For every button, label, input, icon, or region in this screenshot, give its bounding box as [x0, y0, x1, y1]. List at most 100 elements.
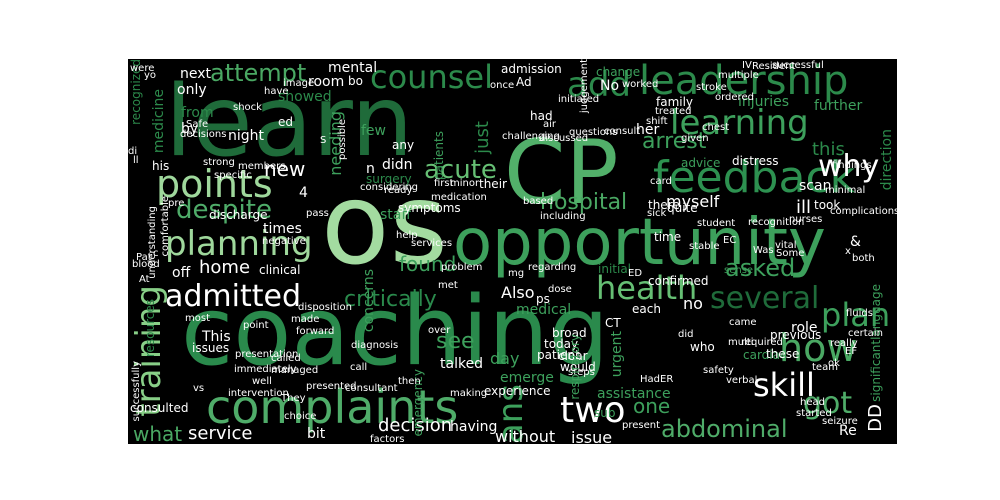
word-medication: medication [431, 192, 487, 203]
word-ef: EF [845, 346, 858, 357]
word-sub: sub [594, 406, 616, 420]
word-who: who [690, 340, 715, 354]
word-today: today [544, 337, 579, 351]
word-point: point [243, 320, 269, 331]
word-ordered: ordered [715, 92, 754, 103]
word-specific: specific [214, 170, 252, 181]
word-assistance: assistance [597, 386, 671, 402]
word-vital: vital [775, 240, 797, 251]
word-confirmed: confirmed [648, 274, 709, 288]
word-came: came [729, 317, 757, 328]
word-his: his [152, 159, 170, 173]
word-didn: didn [382, 157, 413, 173]
word-one: one [633, 394, 671, 418]
word-asked: asked [725, 254, 796, 282]
word-their: their [479, 177, 507, 191]
word-ed: ed [278, 115, 293, 129]
word-pat: Pat [136, 252, 152, 263]
word-time: time [654, 230, 682, 244]
word-room: room [308, 74, 345, 90]
word-talked: talked [440, 356, 484, 372]
word-respiratory: respiratory [568, 334, 582, 400]
word-would: would [560, 360, 596, 374]
word-from: from [181, 105, 214, 121]
word-myself: myself [666, 192, 720, 211]
word-possible: possible [337, 119, 348, 160]
word-initial: initial [598, 262, 631, 276]
word-was: Was [753, 245, 774, 256]
word-counsel: counsel [370, 59, 493, 96]
word-based: based [523, 196, 554, 207]
word-yo: yo [144, 70, 157, 81]
word-started: started [796, 408, 832, 419]
word-cp: CP [504, 121, 619, 224]
word-negative: negative [262, 236, 306, 247]
word-successful: successful [772, 60, 824, 71]
word-feedback: feedback [653, 152, 856, 203]
word-previous: previous [770, 328, 822, 342]
word-times: times [263, 221, 302, 237]
word-her: her [636, 122, 660, 138]
word-image: image [283, 78, 315, 89]
word-challenging: challenging [502, 131, 560, 142]
word-met: met [438, 280, 458, 291]
word-fluids: fluids [846, 308, 873, 319]
word-judgement: judgement [579, 59, 590, 114]
word-showed: showed [278, 89, 332, 105]
word-services: services [411, 238, 453, 249]
word-critically: critically [344, 287, 437, 312]
word-present: present [622, 420, 661, 431]
word-home: home [199, 257, 251, 278]
word-recognition: recognition [748, 217, 805, 228]
word-iv: IV [742, 60, 752, 71]
word-night: night [228, 128, 265, 144]
word-opportunity: opportunity [453, 206, 826, 280]
word-no2: no [683, 294, 703, 313]
word-injuries: injuries [738, 94, 790, 110]
word-blood: blood [132, 259, 160, 270]
word-regarding: regarding [528, 262, 577, 273]
word-chest: chest [702, 122, 730, 133]
word-distress: distress [732, 154, 779, 168]
word-sick: sick [647, 208, 667, 219]
word-treated: treated [655, 106, 692, 117]
word-were: were [130, 63, 155, 74]
word-medical: medical [516, 302, 572, 318]
word-without: without [495, 427, 556, 445]
word-verbal: verbal [726, 375, 758, 386]
word-experience: experience [484, 384, 551, 398]
word-how: how [779, 326, 858, 370]
word-staff: staff [380, 207, 412, 223]
word-n: n [366, 161, 375, 177]
word-did: did [678, 329, 694, 340]
word-resources: resources [143, 299, 157, 358]
word-vs: vs [193, 383, 205, 394]
word-only: only [177, 82, 207, 98]
word-significantlanguage: significantlanguage [869, 284, 883, 402]
word-clear: clear [558, 349, 588, 363]
word-x: x [845, 246, 851, 257]
word-ct: CT [605, 316, 621, 330]
word-there: there [648, 198, 680, 212]
word-card: card [650, 176, 672, 187]
word-coaching: coaching [181, 277, 609, 387]
word-consulted: consulted [130, 401, 189, 415]
word-health: health [596, 269, 698, 307]
word-having: having [450, 419, 498, 435]
word-got: got [803, 386, 853, 421]
word-sense: sense [724, 265, 754, 276]
word-making: making [450, 388, 488, 399]
word-ill: ill [796, 197, 812, 218]
word-broad: broad [552, 326, 587, 340]
word-both: both [852, 253, 875, 264]
word-medicine: medicine [151, 89, 167, 154]
word-they: They [281, 393, 306, 404]
word-stable: stable [689, 241, 720, 252]
word-managed: managed [271, 365, 319, 376]
word-then: then [398, 376, 421, 387]
word-multiple: multiple [718, 70, 759, 81]
word-most: most [185, 313, 210, 324]
word-advice: advice [681, 156, 721, 170]
word-strong: strong [203, 157, 235, 168]
word-questions: questions [569, 127, 618, 138]
